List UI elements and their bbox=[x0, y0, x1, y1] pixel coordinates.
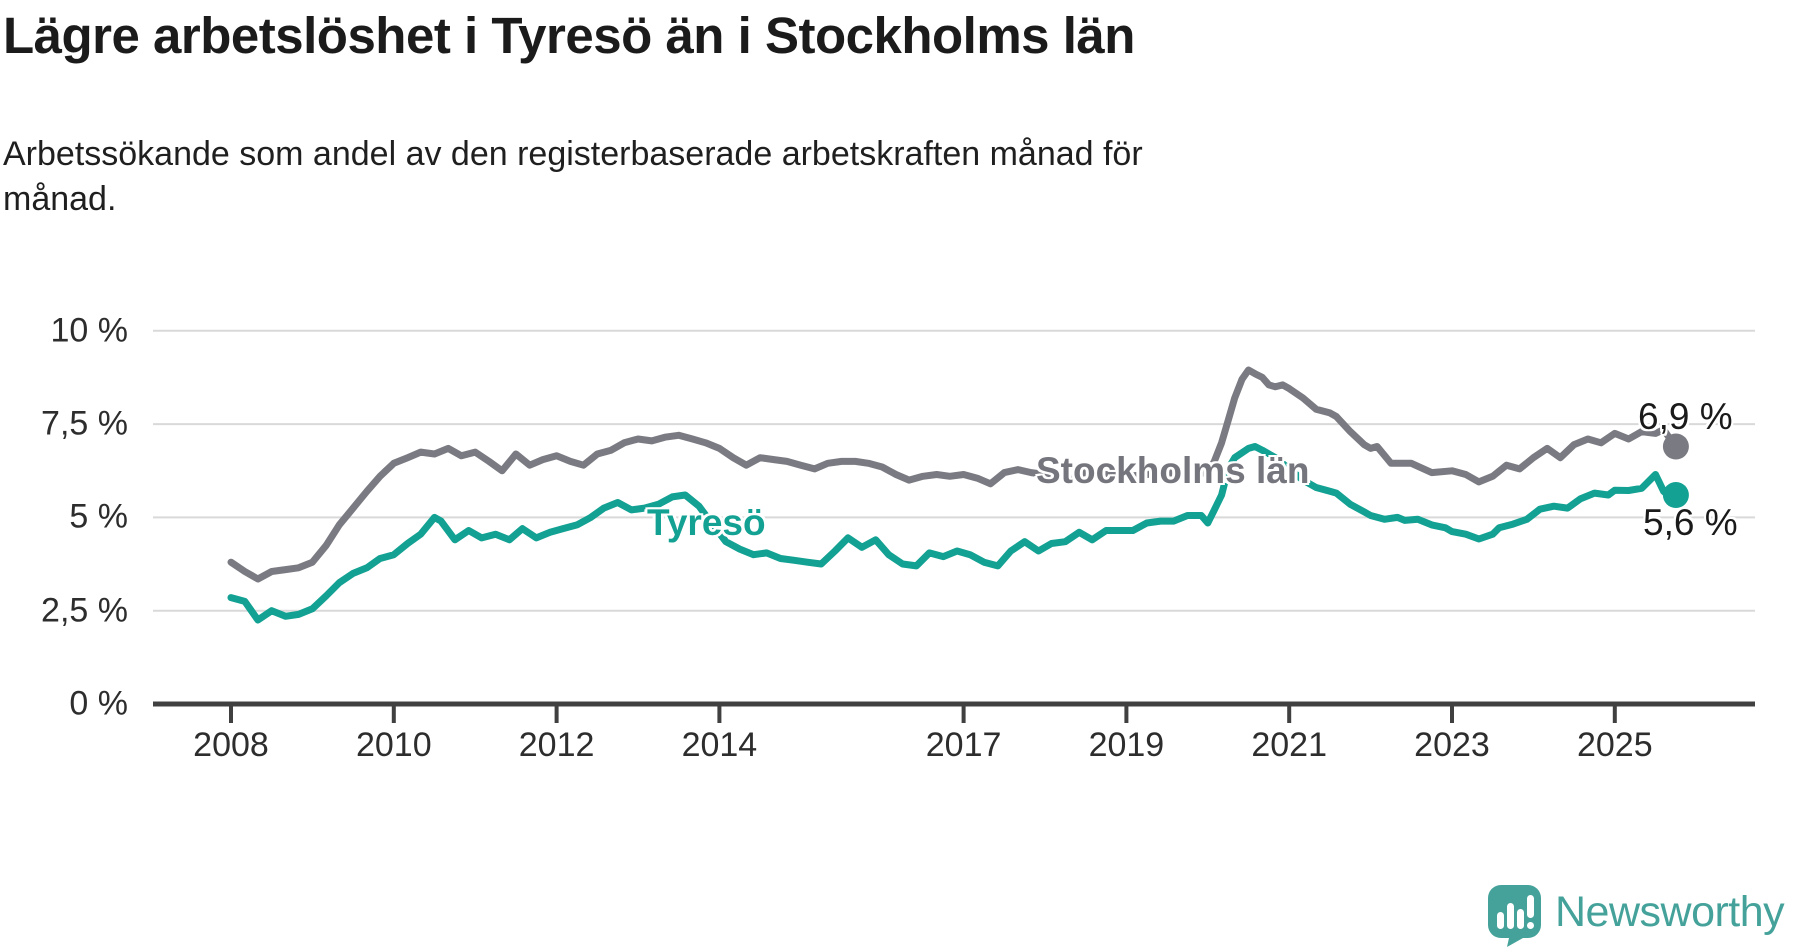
y-tick-label: 0 % bbox=[69, 684, 128, 723]
y-tick-label: 7,5 % bbox=[41, 404, 128, 443]
end-value-tyreso: 5,6 % bbox=[1643, 502, 1738, 543]
chart-subtitle: Arbetssökande som andel av den registerb… bbox=[3, 132, 1143, 222]
line-tyreso bbox=[227, 443, 1680, 624]
series-end-dots bbox=[1662, 433, 1689, 508]
x-tick-label: 2025 bbox=[1576, 726, 1653, 764]
x-tick-label: 2014 bbox=[681, 726, 758, 764]
y-tick-label: 5 % bbox=[69, 497, 128, 536]
line-stockholm bbox=[227, 366, 1680, 583]
newsworthy-wordmark: Newsworthy bbox=[1555, 888, 1785, 936]
newsworthy-logo: Newsworthy bbox=[1487, 884, 1785, 948]
series-label-stockholm: Stockholms län bbox=[1036, 450, 1310, 491]
chart-subtitle-line-2: månad. bbox=[3, 180, 117, 218]
x-tick-label: 2012 bbox=[518, 726, 595, 764]
gridlines bbox=[153, 329, 1755, 612]
x-tick-label: 2023 bbox=[1414, 726, 1490, 764]
x-tick-label: 2021 bbox=[1251, 726, 1328, 764]
end-dot-tyreso bbox=[1662, 482, 1689, 508]
chart-subtitle-line-1: Arbetssökande som andel av den registerb… bbox=[3, 135, 1143, 173]
x-tick-label: 2017 bbox=[925, 726, 1002, 764]
end-value-stockholm: 6,9 % bbox=[1638, 396, 1733, 437]
x-tick-label: 2010 bbox=[355, 726, 432, 764]
newsworthy-icon bbox=[1488, 885, 1541, 947]
y-tick-label: 2,5 % bbox=[41, 591, 128, 630]
end-dot-stockholm bbox=[1662, 433, 1689, 460]
x-axis bbox=[153, 701, 1755, 723]
x-tick-label: 2019 bbox=[1088, 726, 1165, 764]
series-label-tyreso: Tyresö bbox=[647, 502, 766, 543]
series-lines bbox=[227, 366, 1680, 624]
x-tick-label: 2008 bbox=[193, 726, 269, 764]
y-tick-label: 10 % bbox=[50, 311, 129, 350]
chart-title: Lägre arbetslöshet i Tyresö än i Stockho… bbox=[3, 7, 1135, 64]
